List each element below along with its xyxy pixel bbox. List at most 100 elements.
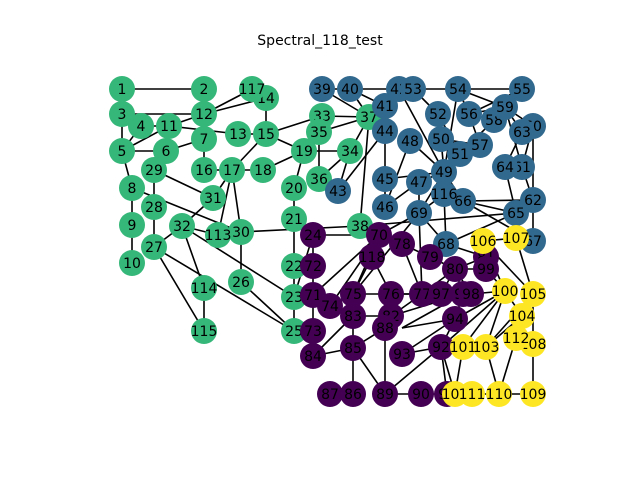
node-circle <box>372 381 398 407</box>
node-103: 103 <box>473 334 499 360</box>
node-label: 15 <box>257 127 275 143</box>
node-label: 68 <box>437 237 455 253</box>
node-circle <box>306 119 332 145</box>
node-label: 107 <box>503 231 530 247</box>
node-circle <box>253 121 279 147</box>
node-111: 111 <box>459 381 486 407</box>
node-12: 12 <box>191 101 217 127</box>
node-circle <box>300 318 326 344</box>
node-circle <box>306 166 332 192</box>
node-circle <box>281 175 307 201</box>
node-label: 118 <box>359 250 386 266</box>
node-label: 56 <box>460 107 478 123</box>
node-label: 65 <box>507 206 525 222</box>
node-label: 71 <box>304 288 322 304</box>
node-label: 12 <box>195 107 213 123</box>
node-label: 1 <box>118 82 127 98</box>
node-26: 26 <box>228 269 254 295</box>
node-circle <box>300 222 326 248</box>
node-19: 19 <box>291 138 317 164</box>
node-circle <box>191 126 217 152</box>
node-10: 10 <box>119 250 145 276</box>
node-label: 2 <box>200 82 209 98</box>
node-51: 51 <box>447 141 473 167</box>
edge-25-27 <box>153 246 295 332</box>
node-label: 63 <box>513 125 531 141</box>
node-64: 64 <box>492 154 518 180</box>
node-circle <box>191 76 217 102</box>
node-label: 111 <box>459 387 486 403</box>
edge-69-75 <box>352 212 420 295</box>
node-label: 48 <box>401 134 419 150</box>
node-label: 62 <box>524 193 542 209</box>
node-label: 54 <box>449 82 467 98</box>
node-79: 79 <box>417 244 443 270</box>
node-circle <box>400 76 426 102</box>
node-label: 112 <box>503 331 530 347</box>
node-15: 15 <box>253 121 279 147</box>
node-label: 76 <box>382 287 400 303</box>
node-40: 40 <box>337 76 363 102</box>
node-circle <box>109 101 135 127</box>
node-85: 85 <box>340 335 366 361</box>
node-2: 2 <box>191 76 217 102</box>
node-36: 36 <box>306 166 332 192</box>
node-label: 64 <box>496 160 514 176</box>
node-circle <box>442 306 468 332</box>
node-59: 59 <box>492 94 518 120</box>
node-9: 9 <box>119 212 145 238</box>
node-circle <box>317 293 343 319</box>
node-circle <box>156 113 182 139</box>
node-circle <box>417 244 443 270</box>
node-label: 37 <box>360 110 378 126</box>
node-circle <box>191 157 217 183</box>
node-73: 73 <box>300 318 326 344</box>
node-label: 32 <box>173 219 191 235</box>
node-label: 9 <box>128 218 137 234</box>
node-22: 22 <box>281 253 307 279</box>
node-23: 23 <box>281 284 307 310</box>
node-74: 74 <box>317 293 343 319</box>
node-circle <box>428 126 454 152</box>
node-label: 17 <box>223 163 241 179</box>
node-label: 53 <box>404 82 422 98</box>
node-circle <box>431 159 457 185</box>
node-16: 16 <box>191 157 217 183</box>
node-75: 75 <box>340 281 366 307</box>
node-circle <box>520 381 546 407</box>
node-30: 30 <box>228 219 254 245</box>
node-76: 76 <box>378 281 404 307</box>
edge-92-100 <box>440 290 506 348</box>
node-circle <box>200 185 226 211</box>
node-label: 106 <box>470 234 497 250</box>
node-50: 50 <box>428 126 454 152</box>
node-105: 105 <box>520 281 546 307</box>
node-label: 13 <box>229 127 247 143</box>
node-93: 93 <box>389 341 415 367</box>
node-39: 39 <box>309 76 335 102</box>
edge-23-32 <box>181 225 295 298</box>
node-circle <box>300 253 326 279</box>
node-label: 101 <box>450 340 477 356</box>
node-88: 88 <box>372 315 398 341</box>
node-label: 79 <box>421 250 439 266</box>
node-circle <box>225 121 251 147</box>
node-circle <box>141 157 167 183</box>
node-label: 7 <box>200 132 209 148</box>
node-label: 88 <box>376 321 394 337</box>
node-31: 31 <box>200 185 226 211</box>
node-55: 55 <box>509 76 535 102</box>
node-label: 84 <box>304 349 322 365</box>
node-label: 110 <box>486 387 513 403</box>
node-77: 77 <box>409 281 435 307</box>
node-circle <box>509 303 535 329</box>
node-4: 4 <box>128 113 154 139</box>
node-circle <box>503 325 529 351</box>
node-label: 28 <box>145 200 163 216</box>
node-label: 24 <box>304 228 322 244</box>
node-84: 84 <box>300 343 326 369</box>
node-57: 57 <box>467 132 493 158</box>
node-18: 18 <box>250 157 276 183</box>
node-label: 77 <box>413 287 431 303</box>
node-circle <box>509 76 535 102</box>
